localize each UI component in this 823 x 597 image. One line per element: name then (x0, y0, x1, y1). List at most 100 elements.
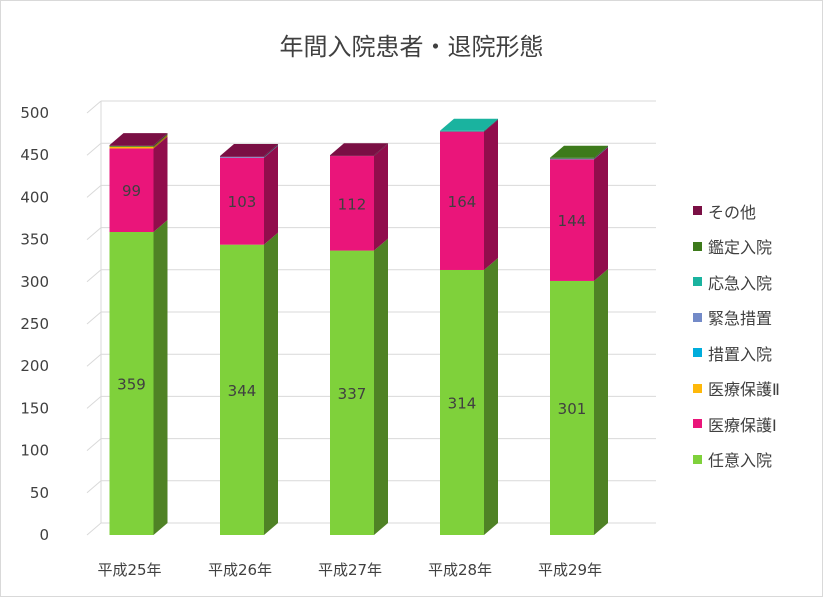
y-tick-label: 0 (39, 526, 49, 544)
bar-segment-side (264, 144, 278, 157)
bar-segment-side (264, 232, 278, 535)
bar-segment-side (374, 144, 388, 251)
data-label: 301 (558, 400, 587, 418)
bar-segment-side (264, 144, 278, 158)
chart-title: 年間入院患者・退院形態 (279, 33, 544, 61)
legend-item: 応急入院 (693, 264, 780, 300)
y-tick-label: 350 (20, 231, 49, 249)
y-tick-label: 500 (20, 104, 49, 122)
bar-segment (109, 146, 154, 149)
data-label: 164 (448, 193, 477, 211)
gridline-depth (86, 227, 102, 240)
bar-segment (550, 157, 594, 159)
legend-swatch (693, 277, 702, 287)
legend-label: 緊急措置 (708, 309, 773, 329)
bar-segment-side (484, 257, 498, 535)
gridline-depth (86, 142, 102, 156)
data-label: 103 (228, 193, 257, 211)
bar-segment-side (484, 118, 498, 132)
bar-column: 344 103 (220, 144, 278, 535)
gridline-depth (86, 269, 102, 283)
legend-swatch (693, 312, 702, 322)
gridline-depth (86, 353, 102, 367)
bar-segment (220, 156, 264, 157)
bar-segment (109, 232, 154, 535)
data-label: 314 (448, 394, 477, 412)
x-tick-label: 平成26年 (208, 561, 272, 579)
bar-segment-side (594, 147, 608, 281)
y-tick-label: 100 (20, 442, 49, 460)
bar-segment (440, 131, 484, 270)
legend-swatch (693, 454, 702, 464)
bar-top (330, 143, 388, 156)
legend-label: その他 (708, 202, 757, 222)
bar-segment (220, 244, 264, 535)
bar-segment (550, 158, 594, 160)
bar-segment-side (594, 145, 608, 159)
bar-top (109, 133, 168, 146)
legend-item: 医療保護Ⅱ (693, 371, 780, 407)
gridline-depth (86, 100, 102, 114)
bar-column: 359 99 (109, 133, 168, 535)
data-label: 337 (338, 385, 367, 403)
gridline-depth (86, 438, 102, 451)
gridline-depth (86, 185, 102, 198)
bar-column: 314 164 (440, 118, 498, 535)
bar-top (550, 145, 608, 158)
legend-item: その他 (693, 193, 780, 229)
bar-segment (330, 250, 374, 535)
legend-label: 任意入院 (708, 451, 773, 471)
legend-label: 医療保護Ⅰ (708, 415, 777, 435)
legend-label: 鑑定入院 (708, 238, 773, 258)
bar-segment (109, 148, 154, 233)
legend-swatch (693, 241, 702, 251)
legend-item: 鑑定入院 (693, 229, 780, 265)
x-tick-label: 平成25年 (97, 561, 161, 579)
bar-segment-side (264, 145, 278, 245)
data-label: 144 (558, 212, 587, 230)
bar-segment-side (153, 133, 168, 147)
bar-segment (109, 145, 154, 146)
legend-label: 応急入院 (708, 273, 773, 293)
bar-segment-side (153, 133, 168, 146)
bar-segment (440, 269, 484, 535)
bar-segment (440, 130, 484, 132)
x-tick-label: 平成29年 (538, 561, 602, 579)
bar-segment (330, 155, 374, 157)
y-tick-label: 250 (20, 315, 49, 333)
legend-item: 措置入院 (693, 335, 780, 371)
gridline-depth (86, 396, 102, 409)
legend-label: 医療保護Ⅱ (708, 380, 780, 400)
bar-segment-side (153, 134, 168, 149)
bar-segment (220, 157, 264, 245)
y-tick-label: 450 (20, 146, 49, 164)
bar-top (440, 118, 498, 131)
bars: 359 99 344 103 337 112 314 164 301 144 (109, 118, 608, 535)
data-label: 344 (228, 382, 257, 400)
x-tick-label: 平成28年 (428, 561, 492, 579)
y-tick-label: 50 (30, 484, 49, 502)
bar-segment-side (594, 146, 608, 160)
data-label: 359 (117, 376, 146, 394)
y-tick-label: 400 (20, 188, 49, 206)
y-tick-label: 300 (20, 273, 49, 291)
y-tick-label: 150 (20, 399, 49, 417)
y-tick-label: 200 (20, 357, 49, 375)
legend-swatch (693, 383, 702, 393)
gridline-depth (86, 522, 102, 536)
data-label: 99 (122, 182, 141, 200)
legend-item: 医療保護Ⅰ (693, 406, 780, 442)
bar-column: 301 144 (550, 145, 608, 535)
bar-segment-side (484, 119, 498, 270)
bar-segment (109, 145, 154, 147)
legend: その他鑑定入院応急入院緊急措置措置入院医療保護Ⅱ 医療保護Ⅰ 任意入院 (693, 193, 780, 477)
legend-item: 任意入院 (693, 442, 780, 478)
bar-segment (550, 159, 594, 281)
legend-swatch (693, 419, 702, 429)
gridline-depth (86, 311, 102, 325)
bar-segment (330, 156, 374, 251)
bar-segment-side (374, 143, 388, 157)
bar-column: 337 112 (330, 143, 388, 535)
